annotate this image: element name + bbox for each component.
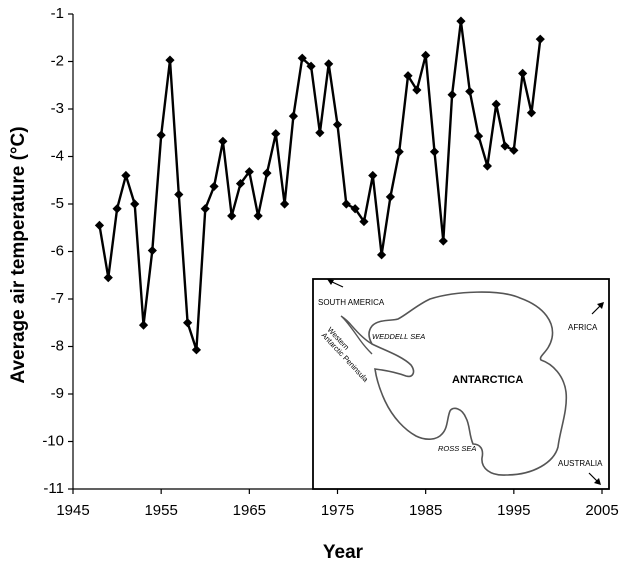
data-point-marker — [482, 161, 492, 171]
data-point-marker — [403, 71, 413, 81]
data-point-marker — [244, 167, 254, 177]
data-point-marker — [138, 320, 149, 330]
y-tick-label: -7 — [51, 290, 64, 307]
australia-arrow — [588, 472, 601, 485]
data-point-marker — [421, 50, 431, 60]
data-point-marker — [509, 145, 519, 155]
x-tick-label: 1975 — [321, 502, 354, 519]
y-tick-label: -9 — [51, 385, 64, 402]
data-point-marker — [447, 90, 457, 100]
x-tick-label: 1985 — [409, 502, 442, 519]
data-point-marker — [183, 318, 193, 328]
data-point-marker — [341, 199, 351, 209]
data-point-marker — [147, 245, 157, 256]
data-point-marker — [253, 211, 263, 221]
y-tick-label: -10 — [42, 432, 64, 449]
data-point-marker — [412, 85, 422, 95]
y-tick-label: -4 — [51, 147, 64, 164]
antarctica-outline — [368, 291, 568, 476]
x-axis-ticks: 1945 1955 1965 1975 1985 1995 2005 — [56, 489, 619, 519]
data-point-marker — [130, 199, 140, 209]
data-point-marker — [491, 99, 501, 109]
label-ross-sea: ROSS SEA — [438, 444, 476, 453]
data-point-marker — [324, 59, 334, 69]
data-series — [94, 16, 545, 355]
data-point-marker — [288, 111, 299, 121]
y-tick-label: -2 — [51, 52, 64, 69]
data-point-marker — [191, 345, 202, 355]
data-point-marker — [121, 170, 131, 181]
data-point-marker — [306, 61, 316, 71]
inset-map-antarctica: SOUTH AMERICA WEDDELL SEA AFRICA ANTARCT… — [312, 278, 610, 490]
data-point-marker — [518, 68, 528, 78]
data-point-marker — [280, 199, 290, 209]
y-tick-label: -5 — [51, 195, 64, 212]
data-point-marker — [429, 147, 440, 157]
y-axis-ticks: -1 -2 -3 -4 -5 -6 -7 -8 -9 -10 -11 — [42, 5, 73, 497]
label-antarctica: ANTARCTICA — [452, 374, 523, 386]
y-tick-label: -1 — [51, 5, 64, 22]
data-point-marker — [456, 16, 466, 26]
x-tick-label: 1945 — [56, 502, 89, 519]
data-point-marker — [376, 250, 387, 260]
inset-map-frame — [312, 278, 610, 490]
data-point-marker — [112, 204, 122, 214]
data-point-marker — [209, 181, 219, 192]
label-south-america: SOUTH AMERICA — [318, 298, 385, 307]
x-axis-title: Year — [323, 542, 364, 563]
data-point-marker — [235, 178, 246, 189]
data-point-marker — [465, 86, 475, 97]
data-point-marker — [227, 211, 237, 221]
data-point-marker — [438, 236, 448, 246]
data-point-marker — [535, 34, 545, 44]
data-point-marker — [156, 130, 166, 140]
data-point-marker — [350, 204, 360, 214]
data-point-marker — [262, 168, 272, 178]
y-tick-label: -11 — [43, 480, 64, 497]
data-point-marker — [165, 55, 175, 65]
data-point-marker — [368, 170, 378, 181]
data-point-marker — [526, 108, 537, 118]
label-africa: AFRICA — [568, 323, 598, 332]
south-america-arrow — [327, 279, 344, 288]
y-tick-label: -6 — [51, 242, 64, 259]
antarctic-peninsula — [340, 315, 373, 355]
label-australia: AUSTRALIA — [558, 459, 603, 468]
x-tick-label: 1995 — [497, 502, 530, 519]
x-tick-label: 2005 — [585, 502, 618, 519]
data-point-marker — [174, 189, 184, 200]
data-point-marker — [271, 129, 281, 139]
data-point-marker — [359, 216, 369, 227]
y-tick-label: -3 — [51, 100, 64, 117]
label-weddell-sea: WEDDELL SEA — [372, 332, 425, 341]
data-point-marker — [94, 220, 105, 230]
data-point-marker — [200, 204, 210, 214]
data-point-marker — [473, 131, 484, 141]
x-tick-label: 1965 — [233, 502, 266, 519]
data-point-marker — [315, 128, 325, 138]
data-point-marker — [332, 120, 343, 130]
data-point-marker — [103, 273, 113, 283]
data-point-marker — [218, 136, 228, 146]
y-axis-title: Average air temperature (°C) — [8, 126, 29, 383]
africa-arrow — [591, 302, 604, 315]
x-tick-label: 1955 — [144, 502, 177, 519]
y-tick-label: -8 — [51, 337, 64, 354]
data-point-marker — [385, 192, 395, 202]
data-point-marker — [500, 141, 510, 151]
data-point-marker — [394, 147, 404, 157]
data-point-marker — [297, 53, 307, 63]
